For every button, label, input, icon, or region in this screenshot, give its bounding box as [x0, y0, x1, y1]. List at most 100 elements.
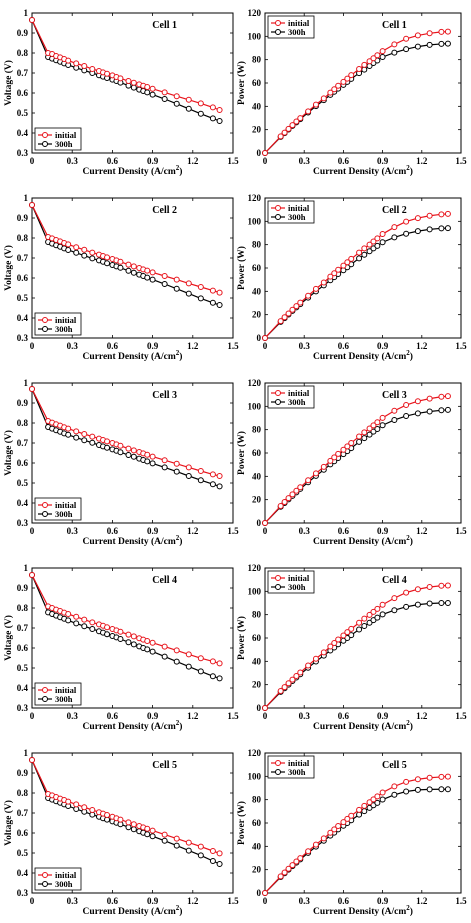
- data-point-initial: [356, 433, 363, 440]
- data-point-initial: [125, 819, 132, 826]
- data-point-initial: [370, 422, 377, 429]
- data-point-initial: [320, 463, 327, 470]
- x-axis-label-end: ): [179, 536, 182, 547]
- chart-panel: 0 20 40 60 80 100 120 0 0.3 0.6 0.9 1.2 1.5 Current D…: [236, 563, 467, 732]
- y-tick-label: 40: [252, 656, 262, 666]
- data-point-initial: [444, 28, 451, 35]
- data-point-300h: [209, 673, 216, 680]
- data-point-300h: [374, 425, 381, 432]
- data-point-initial: [73, 613, 80, 620]
- data-point-initial: [130, 821, 137, 828]
- y-tick-label: 0.9: [17, 768, 29, 778]
- x-tick-label: 0.9: [147, 896, 159, 906]
- data-point-initial: [356, 806, 363, 813]
- legend-swatch-marker: [42, 696, 48, 702]
- data-point-initial: [366, 241, 373, 248]
- data-point-300h: [426, 408, 433, 415]
- data-point-300h: [130, 826, 137, 833]
- data-point-initial: [320, 279, 327, 286]
- data-point-300h: [366, 431, 373, 438]
- y-tick-label: 0.4: [17, 868, 29, 878]
- data-point-initial: [130, 263, 137, 270]
- data-point-initial: [125, 631, 132, 638]
- chart-title: Cell 4: [382, 575, 407, 586]
- data-point-initial: [348, 255, 355, 262]
- x-tick-label: 1.2: [187, 156, 199, 166]
- data-point-initial: [277, 502, 284, 509]
- data-point-300h: [81, 623, 88, 630]
- y-axis-label: Voltage (V): [3, 800, 14, 846]
- data-point-300h: [216, 861, 223, 867]
- data-point-300h: [438, 407, 445, 414]
- data-point-initial: [356, 619, 363, 626]
- data-point-initial: [374, 52, 381, 59]
- data-point-initial: [366, 799, 373, 806]
- data-point-initial: [335, 82, 342, 89]
- data-point-300h: [209, 299, 216, 306]
- data-point-initial: [73, 60, 80, 67]
- y-tick-label: 40: [252, 101, 262, 111]
- data-point-initial: [414, 32, 421, 39]
- y-tick-label: 0.7: [17, 253, 29, 263]
- data-point-300h: [197, 110, 204, 117]
- data-point-300h: [426, 41, 433, 48]
- data-point-initial: [379, 789, 386, 796]
- legend-label: 300h: [55, 879, 73, 889]
- data-point-300h: [379, 611, 386, 618]
- x-tick-label: 0.9: [377, 711, 389, 721]
- x-axis-label-superscript: 2: [176, 164, 180, 172]
- legend-label: initial: [55, 685, 77, 695]
- x-axis-label-end: ): [179, 351, 182, 362]
- legend-label: 300h: [288, 397, 306, 407]
- data-point-initial: [197, 655, 204, 662]
- y-tick-label: 120: [248, 8, 262, 18]
- y-tick-label: 40: [252, 841, 262, 851]
- data-point-300h: [209, 115, 216, 122]
- data-point-300h: [403, 413, 410, 420]
- y-tick-label: 0.6: [17, 88, 29, 98]
- data-point-300h: [161, 96, 168, 102]
- y-tick-label: 0.6: [17, 828, 29, 838]
- data-point-300h: [81, 437, 88, 444]
- data-point-initial: [293, 487, 300, 494]
- data-point-initial: [327, 643, 334, 650]
- y-tick-label: 0.9: [17, 398, 29, 408]
- data-point-initial: [209, 848, 216, 854]
- legend-swatch-marker: [42, 502, 48, 508]
- data-point-300h: [65, 431, 72, 438]
- data-point-300h: [117, 449, 124, 456]
- data-point-300h: [149, 91, 156, 98]
- x-tick-label: 1.5: [455, 896, 467, 906]
- legend-swatch-marker: [42, 326, 48, 332]
- data-point-300h: [104, 260, 111, 267]
- x-tick-label: 0: [30, 896, 35, 906]
- data-point-300h: [89, 626, 96, 632]
- data-point-300h: [185, 473, 192, 479]
- data-point-300h: [414, 228, 421, 235]
- data-point-300h: [391, 234, 398, 241]
- x-axis-label-text: Current Density (A/cm: [313, 536, 406, 547]
- y-tick-label: 120: [248, 563, 262, 573]
- data-point-initial: [281, 869, 288, 876]
- data-point-initial: [335, 823, 342, 830]
- data-point-initial: [426, 30, 433, 37]
- legend-swatch-marker: [275, 575, 281, 581]
- data-point-300h: [149, 648, 156, 655]
- data-point-initial: [89, 66, 96, 72]
- y-tick-label: 120: [248, 378, 262, 388]
- data-point-initial: [262, 150, 268, 156]
- x-tick-label: 0.3: [67, 711, 79, 721]
- data-point-300h: [117, 264, 124, 271]
- data-point-300h: [173, 285, 180, 292]
- x-tick-label: 0.9: [377, 341, 389, 351]
- x-tick-label: 0.6: [107, 341, 119, 351]
- y-tick-label: 20: [252, 310, 262, 320]
- data-point-300h: [161, 281, 168, 287]
- chart-title: Cell 2: [152, 205, 177, 216]
- y-tick-label: 0.3: [17, 148, 29, 158]
- data-point-initial: [130, 633, 137, 640]
- y-tick-label: 0.4: [17, 498, 29, 508]
- data-point-initial: [361, 615, 368, 622]
- data-point-initial: [149, 85, 156, 92]
- data-point-initial: [277, 318, 284, 325]
